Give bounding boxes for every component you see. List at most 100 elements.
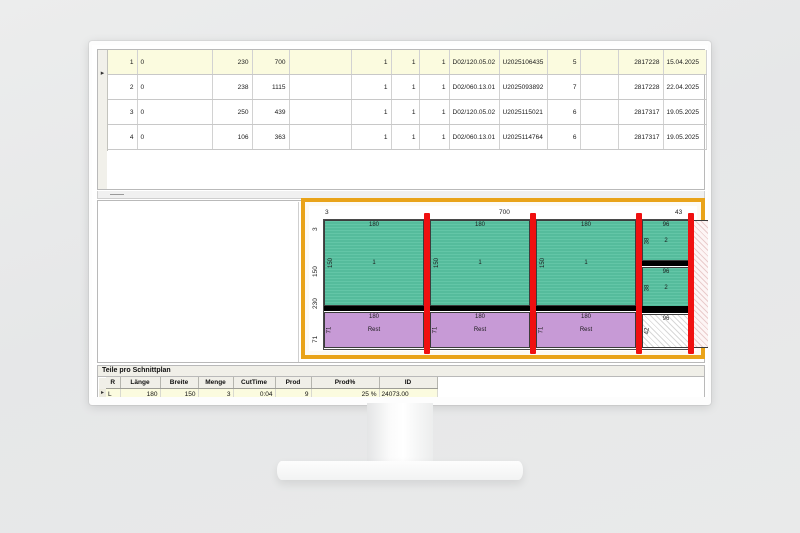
piece-width-label: 180 — [368, 314, 379, 320]
table-row[interactable]: 2 0 238 1115 1 1 1 D02/060.13.01 U202509… — [107, 74, 707, 100]
cell-qty: 5 — [547, 50, 581, 75]
cell-customer: 2817228 — [618, 50, 664, 75]
table-row[interactable]: L 180 150 3 0:04 9 25 % 24073.00 — [106, 388, 438, 397]
piece-height-label: 150 — [540, 257, 547, 269]
col-header-prodpct[interactable]: Prod% — [311, 377, 380, 389]
table-row[interactable]: 1 0 230 700 1 1 1 D02/120.05.02 U2025106… — [107, 50, 707, 75]
cell-prodpct: 25 % — [311, 388, 380, 397]
cell-c5: 1 — [391, 74, 420, 100]
piece-green-small-2[interactable]: 96 2 38 — [642, 267, 690, 308]
cutting-plan-highlight-box: 3 700 43 3 150 230 71 180 1 150 — [301, 198, 708, 359]
piece-height-label: 71 — [538, 326, 545, 334]
orders-table[interactable]: 1 0 230 700 1 1 1 D02/120.05.02 U2025106… — [107, 50, 707, 150]
piece-qty-label: 1 — [584, 260, 588, 266]
cell-qty: 6 — [547, 124, 581, 150]
orders-data-grid[interactable]: ▸ 1 0 230 700 1 1 — [97, 49, 707, 190]
cell-order-no: U2025114764 — [499, 124, 548, 150]
cell-c4: 1 — [351, 99, 392, 125]
cell-prod: 9 — [275, 388, 312, 397]
kerf-line-right-1 — [642, 261, 690, 266]
parts-current-row-indicator: ▸ — [99, 389, 106, 397]
parts-header-row: R Länge Breite Menge CutTime Prod Prod% … — [106, 377, 438, 389]
ruler-top-mid-label: 700 — [499, 209, 510, 216]
cell-c0: 0 — [137, 74, 213, 100]
cell-length: 439 — [252, 99, 290, 125]
cell-c0: 0 — [137, 99, 213, 125]
ruler-left-piece-label: 150 — [312, 266, 319, 277]
grid-row-header-column[interactable]: ▸ — [98, 50, 108, 189]
piece-green-3[interactable]: 180 1 150 — [536, 220, 636, 306]
cutting-plan-region: 3 700 43 3 150 230 71 180 1 150 — [97, 198, 708, 363]
cell-c5: 1 — [391, 50, 420, 75]
piece-width-label: 180 — [580, 222, 591, 228]
board-drawing: 3 700 43 3 150 230 71 180 1 150 — [312, 209, 708, 354]
piece-height-label: 71 — [432, 326, 439, 334]
cell-c10 — [580, 50, 619, 75]
ruler-left-total-label: 230 — [312, 298, 319, 309]
piece-qty-label: Rest — [367, 327, 381, 333]
col-header-r[interactable]: R — [106, 377, 121, 389]
saw-blade-2[interactable] — [530, 213, 536, 354]
cell-c3 — [289, 50, 352, 75]
cell-c4: 1 — [351, 124, 392, 150]
cell-id: 24073.00 — [379, 388, 438, 397]
parts-table[interactable]: R Länge Breite Menge CutTime Prod Prod% … — [106, 377, 438, 397]
cell-article: D02/120.05.02 — [449, 50, 500, 75]
cell-menge: 3 — [198, 388, 234, 397]
piece-height-label: 38 — [644, 237, 651, 244]
cell-index: 1 — [107, 50, 138, 75]
col-header-id[interactable]: ID — [379, 377, 438, 389]
saw-blade-3[interactable] — [636, 213, 642, 354]
piece-height-label: 38 — [644, 284, 651, 291]
grid-empty-area — [107, 151, 704, 189]
plan-list-panel[interactable] — [99, 202, 299, 362]
piece-waste-small[interactable]: 96 42 — [642, 314, 690, 348]
cell-article: D02/120.05.02 — [449, 99, 500, 125]
piece-green-1[interactable]: 180 1 150 — [324, 220, 424, 306]
cell-cuttime: 0:04 — [233, 388, 276, 397]
piece-qty-label: Rest — [579, 327, 593, 333]
cell-article: D02/060.13.01 — [449, 124, 500, 150]
cutting-plan-canvas[interactable]: 3 700 43 3 150 230 71 180 1 150 — [309, 206, 708, 354]
col-header-breite[interactable]: Breite — [160, 377, 199, 389]
cell-width: 250 — [212, 99, 253, 125]
piece-green-2[interactable]: 180 1 150 — [430, 220, 530, 306]
cell-c6: 1 — [419, 124, 450, 150]
cell-c6: 1 — [419, 50, 450, 75]
table-row[interactable]: 4 0 106 363 1 1 1 D02/060.13.01 U2025114… — [107, 124, 707, 150]
cell-c10 — [580, 99, 619, 125]
piece-height-label: 150 — [328, 257, 335, 269]
piece-rest-3[interactable]: 180 Rest 71 — [536, 312, 636, 348]
cell-r: L — [106, 388, 121, 397]
piece-rest-2[interactable]: 180 Rest 71 — [430, 312, 530, 348]
col-header-menge[interactable]: Menge — [198, 377, 234, 389]
col-header-cuttime[interactable]: CutTime — [233, 377, 276, 389]
kerf-line-right-2 — [642, 308, 690, 313]
piece-green-small-1[interactable]: 96 2 38 — [642, 220, 690, 261]
cell-date: 19.05.2025 — [663, 99, 707, 125]
cell-customer: 2817228 — [618, 74, 664, 100]
piece-height-label: 42 — [644, 327, 651, 335]
saw-blade-1[interactable] — [424, 213, 430, 354]
cell-laenge: 180 — [120, 388, 161, 397]
cell-order-no: U2025115021 — [499, 99, 548, 125]
cell-c4: 1 — [351, 50, 392, 75]
cell-date: 22.04.2025 — [663, 74, 707, 100]
col-header-laenge[interactable]: Länge — [120, 377, 161, 389]
monitor-stand-base — [277, 461, 523, 480]
cell-breite: 150 — [160, 388, 199, 397]
col-header-prod[interactable]: Prod — [275, 377, 312, 389]
piece-width-label: 180 — [368, 222, 379, 228]
piece-width-label: 96 — [662, 222, 670, 228]
parts-data-grid[interactable]: ▸ R Länge Breite Menge CutTime Prod Prod… — [97, 376, 705, 397]
cell-c0: 0 — [137, 50, 213, 75]
cell-c10 — [580, 124, 619, 150]
ruler-left-top-label: 3 — [312, 227, 319, 231]
saw-blade-4[interactable] — [688, 213, 694, 354]
piece-rest-1[interactable]: 180 Rest 71 — [324, 312, 424, 348]
cell-order-no: U2025106435 — [499, 50, 548, 75]
ruler-top-right-label: 43 — [675, 209, 683, 216]
table-row[interactable]: 3 0 250 439 1 1 1 D02/120.05.02 U2025115… — [107, 99, 707, 125]
piece-qty-label: 1 — [372, 260, 376, 266]
cell-c6: 1 — [419, 99, 450, 125]
